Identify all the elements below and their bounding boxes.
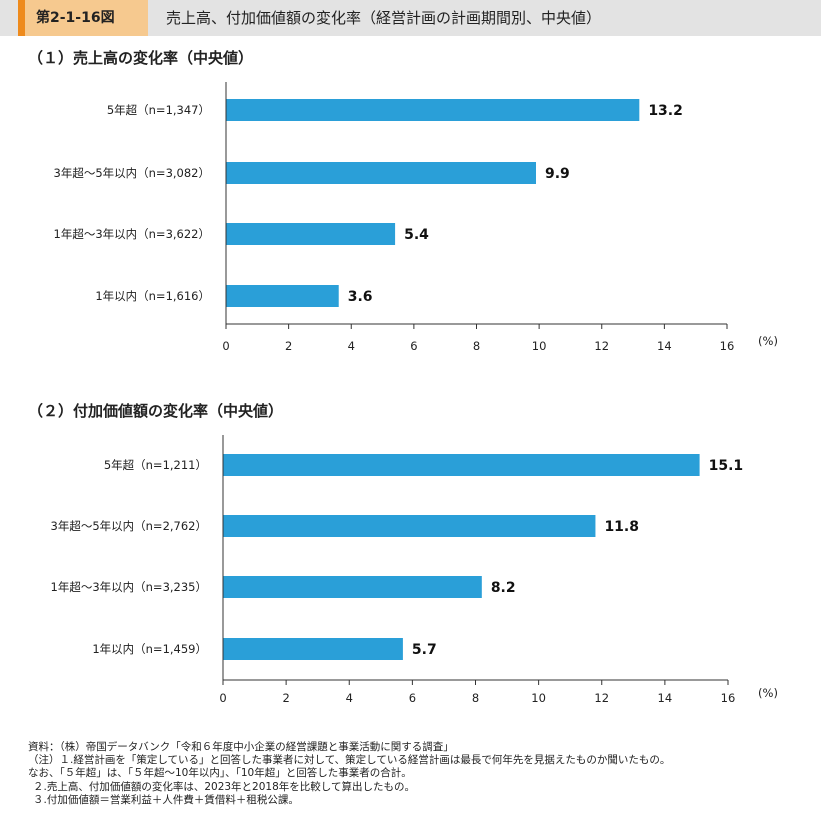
bar: [226, 162, 536, 184]
x-tick-label: 0: [222, 339, 229, 353]
value-label: 5.4: [404, 227, 429, 243]
notes-block: 資料：（株）帝国データバンク「令和６年度中小企業の経営課題と事業活動に関する調査…: [28, 741, 818, 807]
bar: [226, 285, 339, 307]
x-tick-label: 14: [658, 691, 673, 705]
figure-number: 第2-1-16図: [18, 0, 148, 36]
bar: [223, 515, 596, 537]
chart-1-title: （１）売上高の変化率（中央値）: [28, 49, 254, 67]
x-tick-label: 8: [473, 339, 480, 353]
chart-2-title: （２）付加価値額の変化率（中央値）: [28, 402, 284, 420]
x-tick-label: 14: [657, 339, 672, 353]
x-axis-unit: (%): [758, 334, 778, 348]
x-tick-label: 16: [721, 691, 736, 705]
value-label: 9.9: [545, 166, 570, 182]
bar: [223, 638, 403, 660]
x-tick-label: 4: [348, 339, 355, 353]
category-label: 3年超～5年以内（n=3,082）: [54, 166, 210, 180]
x-tick-label: 8: [472, 691, 479, 705]
bar: [223, 576, 482, 598]
x-tick-label: 0: [219, 691, 226, 705]
category-label: 3年超～5年以内（n=2,762）: [51, 519, 207, 533]
category-label: 1年超～3年以内（n=3,622）: [54, 227, 210, 241]
bar: [226, 223, 396, 245]
figure-header: 第2-1-16図 売上高、付加価値額の変化率（経営計画の計画期間別、中央値）: [0, 0, 821, 36]
value-label: 11.8: [604, 519, 639, 535]
value-label: 5.7: [412, 642, 437, 658]
note-source: 資料：（株）帝国データバンク「令和６年度中小企業の経営課題と事業活動に関する調査…: [28, 741, 454, 753]
note-3: ３.付加価値額＝営業利益＋人件費＋賃借料＋租税公課。: [33, 793, 299, 806]
note-1: （注）１.経営計画を「策定している」と回答した事業者に対して、策定している経営計…: [28, 754, 671, 767]
figure-title: 売上高、付加価値額の変化率（経営計画の計画期間別、中央値）: [166, 9, 602, 27]
x-tick-label: 4: [346, 691, 353, 705]
x-tick-label: 6: [409, 691, 416, 705]
category-label: 5年超（n=1,211）: [104, 458, 207, 472]
value-label: 3.6: [348, 289, 373, 305]
x-tick-label: 10: [532, 339, 547, 353]
bar: [226, 99, 640, 121]
category-label: 1年以内（n=1,459）: [92, 642, 207, 656]
chart-2-value-added-change: 15.1 5年超（n=1,211） 11.8 3年超～5年以内（n=2,762） 8.2…: [51, 435, 778, 705]
x-axis-unit: (%): [758, 686, 778, 700]
note-2: ２.売上高、付加価値額の変化率は、2023年と2018年を比較して算出したもの。: [33, 780, 415, 793]
x-tick-label: 12: [594, 339, 609, 353]
chart-1-sales-change: 13.2 5年超（n=1,347） 9.9 3年超～5年以内（n=3,082） 5.4 1…: [54, 82, 778, 353]
x-tick-label: 10: [531, 691, 546, 705]
value-label: 13.2: [648, 103, 683, 119]
category-label: 1年以内（n=1,616）: [95, 289, 210, 303]
category-label: 5年超（n=1,347）: [107, 103, 210, 117]
value-label: 8.2: [491, 580, 516, 596]
x-tick-label: 2: [285, 339, 292, 353]
x-tick-label: 12: [594, 691, 609, 705]
value-label: 15.1: [709, 458, 744, 474]
category-label: 1年超～3年以内（n=3,235）: [51, 580, 207, 594]
x-tick-label: 6: [410, 339, 417, 353]
x-tick-label: 16: [720, 339, 735, 353]
x-tick-label: 2: [282, 691, 289, 705]
note-1-continued: なお、「５年超」は、「５年超～10年以内」、「10年超」と回答した事業者の合計。: [28, 767, 412, 780]
bar: [223, 454, 700, 476]
